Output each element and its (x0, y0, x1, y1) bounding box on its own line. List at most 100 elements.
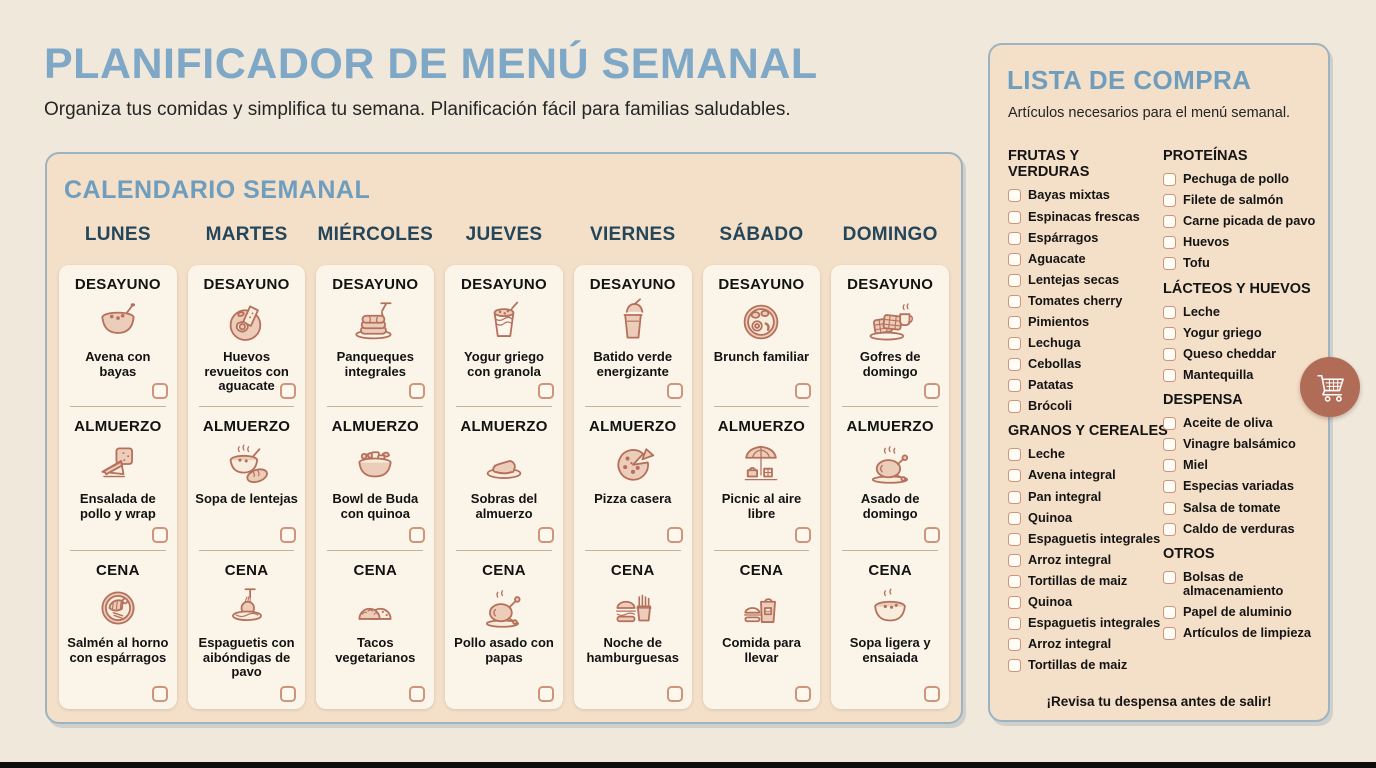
shopping-item-label: Tofu (1183, 255, 1210, 271)
shopping-item-checkbox[interactable] (1163, 194, 1176, 208)
shopping-item-checkbox[interactable] (1163, 236, 1176, 250)
meal-checkbox[interactable] (537, 686, 554, 702)
meal-checkbox[interactable] (537, 527, 554, 543)
meal-checkbox[interactable] (795, 527, 812, 543)
shopping-item-checkbox[interactable] (1163, 215, 1176, 229)
meal-checkbox[interactable] (924, 686, 941, 702)
shopping-item-checkbox[interactable] (1163, 347, 1176, 361)
shopping-item-checkbox[interactable] (1008, 448, 1021, 462)
shopping-item-checkbox[interactable] (1008, 595, 1021, 609)
meal-checkbox[interactable] (666, 686, 683, 702)
shopping-item-checkbox[interactable] (1163, 627, 1176, 641)
shopping-section: OTROS Bolsas de almacenamiento Papel de al… (1163, 546, 1318, 641)
meal-checkbox[interactable] (537, 383, 554, 399)
meal-divider (456, 550, 552, 551)
shopping-item-checkbox[interactable] (1163, 305, 1176, 319)
shopping-item-checkbox[interactable] (1008, 616, 1021, 630)
meal-name: Comida para llevar (722, 635, 801, 665)
shopping-item-checkbox[interactable] (1008, 659, 1021, 673)
shopping-item-checkbox[interactable] (1163, 570, 1176, 584)
shopping-item-checkbox[interactable] (1008, 469, 1021, 483)
page-title: PLANIFICADOR DE MENÚ SEMANAL (44, 40, 818, 88)
meal-checkbox[interactable] (924, 527, 941, 543)
meal-section: CENA Pollo asado con papas (445, 551, 563, 709)
shopping-item-checkbox[interactable] (1008, 400, 1021, 414)
buddha-bowl-icon (316, 436, 434, 492)
meal-checkbox[interactable] (280, 527, 297, 543)
shopping-item-checkbox[interactable] (1008, 210, 1021, 224)
shopping-section-header: PROTEÍNAS (1163, 148, 1248, 164)
meal-name: Brunch familiar (713, 349, 810, 364)
meal-checkbox[interactable] (151, 686, 168, 702)
shopping-item-checkbox[interactable] (1163, 173, 1176, 187)
shopping-item-checkbox[interactable] (1008, 490, 1021, 504)
day-card: DESAYUNO Batido verde energizante ALMUERZO… (573, 265, 692, 709)
shopping-item-checkbox[interactable] (1008, 379, 1021, 393)
waffles-coffee-icon (831, 294, 949, 350)
meal-name: Picnic al aire libre (721, 491, 802, 521)
shopping-item-checkbox[interactable] (1163, 501, 1176, 515)
shopping-item-checkbox[interactable] (1163, 417, 1176, 431)
meal-divider (842, 406, 939, 407)
meal-divider (70, 406, 166, 407)
day-column: JUEVES DESAYUNO Yogur griego con granola AL… (445, 224, 563, 709)
meal-type-label: DESAYUNO (847, 276, 934, 293)
meal-checkbox[interactable] (151, 383, 168, 399)
meal-checkbox[interactable] (666, 527, 683, 543)
shopping-list-item: Patatas (1008, 377, 1153, 393)
shopping-item-checkbox[interactable] (1163, 522, 1176, 536)
shopping-item-checkbox[interactable] (1163, 257, 1176, 271)
meal-type-label: DESAYUNO (589, 276, 676, 293)
meal-name: Tacos vegetarianos (335, 635, 416, 665)
shopping-item-checkbox[interactable] (1008, 273, 1021, 287)
shopping-item-label: Aguacate (1028, 250, 1086, 266)
shopping-item-checkbox[interactable] (1163, 368, 1176, 382)
shopping-list-item: Bolsas de almacenamiento (1163, 569, 1318, 598)
shopping-item-checkbox[interactable] (1008, 315, 1021, 329)
meal-checkbox[interactable] (666, 383, 683, 399)
shopping-item-checkbox[interactable] (1008, 231, 1021, 245)
meal-checkbox[interactable] (409, 686, 426, 702)
meal-type-label: ALMUERZO (202, 418, 291, 435)
meal-checkbox[interactable] (795, 686, 812, 702)
meal-section: DESAYUNO Yogur griego con granola (445, 265, 563, 406)
shopping-item-checkbox[interactable] (1008, 336, 1021, 350)
shopping-item-checkbox[interactable] (1008, 294, 1021, 308)
shopping-list-item: Especias variadas (1163, 479, 1318, 494)
meal-checkbox[interactable] (409, 527, 426, 543)
shopping-item-checkbox[interactable] (1008, 357, 1021, 371)
meal-checkbox[interactable] (151, 527, 168, 543)
day-column: MARTES DESAYUNO Huevos revueitos con aguac… (187, 224, 306, 709)
meal-checkbox[interactable] (409, 383, 426, 399)
meal-type-label: ALMUERZO (460, 418, 548, 435)
shopping-list-item: Artículos de limpieza (1163, 625, 1318, 641)
shopping-item-label: Arroz integral (1028, 551, 1112, 567)
shopping-item-checkbox[interactable] (1008, 511, 1021, 525)
meal-name: Sopa ligera y ensaiada (849, 635, 931, 665)
shopping-item-checkbox[interactable] (1008, 532, 1021, 546)
meal-section: DESAYUNO Brunch familiar (703, 265, 821, 406)
shopping-item-checkbox[interactable] (1163, 438, 1176, 452)
shopping-item-checkbox[interactable] (1008, 637, 1021, 651)
shopping-item-checkbox[interactable] (1008, 574, 1021, 588)
shopping-item-checkbox[interactable] (1163, 480, 1176, 494)
shopping-list-item: Salsa de tomate (1163, 500, 1318, 515)
shopping-item-label: Caldo de verduras (1183, 520, 1295, 536)
shopping-item-checkbox[interactable] (1008, 252, 1021, 266)
meal-section: CENA Sopa ligera y ensaiada (831, 551, 949, 709)
shopping-item-checkbox[interactable] (1008, 553, 1021, 567)
shopping-item-label: Avena integral (1028, 467, 1116, 483)
shopping-section-header: GRANOS Y CEREALES (1008, 423, 1168, 440)
shopping-item-checkbox[interactable] (1163, 606, 1176, 619)
meal-name: Espaguetis con aibóndigas de pavo (198, 635, 295, 680)
shopping-item-checkbox[interactable] (1163, 326, 1176, 340)
meal-checkbox[interactable] (280, 383, 297, 399)
shopping-item-label: Leche (1183, 303, 1220, 319)
meal-checkbox[interactable] (280, 686, 297, 702)
shopping-item-checkbox[interactable] (1008, 189, 1021, 203)
shopping-item-label: Aceite de oliva (1183, 415, 1273, 431)
meal-checkbox[interactable] (795, 383, 812, 399)
shopping-column: FRUTAS Y VERDURAS Bayas mixtas Espinacas f… (1008, 140, 1168, 682)
meal-checkbox[interactable] (924, 383, 941, 399)
shopping-item-checkbox[interactable] (1163, 459, 1176, 473)
